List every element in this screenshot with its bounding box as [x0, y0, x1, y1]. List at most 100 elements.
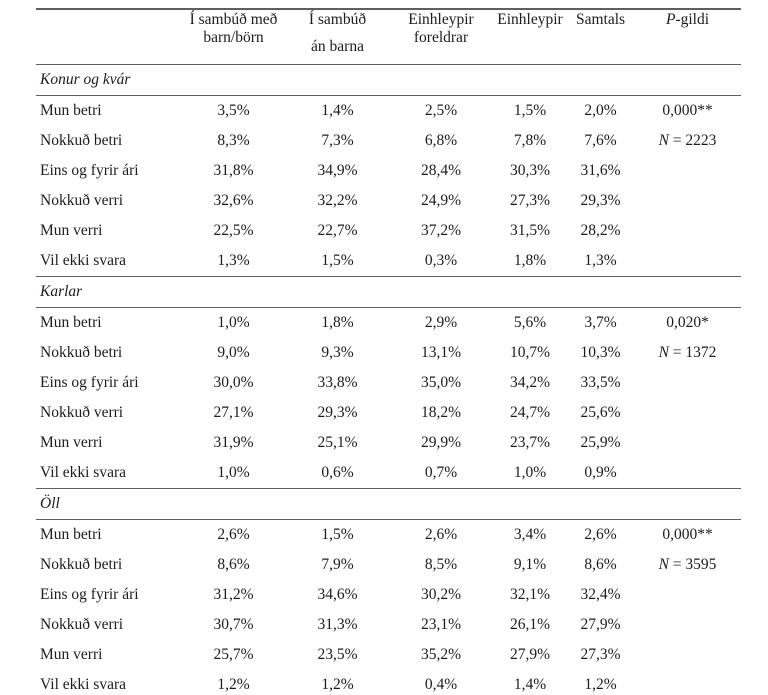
stat-cell	[634, 580, 741, 610]
stat-cell	[634, 670, 741, 695]
value-cell: 27,3%	[580, 646, 621, 663]
value-cell: 32,1%	[509, 586, 551, 603]
value-cell: 3,7%	[584, 314, 617, 331]
value-cell: 34,9%	[317, 162, 358, 179]
table-body: Konur og kvár Mun betri 3,5% 1,4% 2,5% 1,5% 2,…	[36, 64, 741, 695]
header-line1: P-gildi	[665, 11, 710, 28]
value-cell: 1,8%	[321, 314, 354, 331]
value-cell: 1,5%	[513, 102, 547, 119]
value-cell: 33,8%	[317, 374, 358, 391]
section-title-row-2: Öll	[36, 488, 741, 520]
value-cell: 1,2%	[584, 676, 617, 693]
header-line1	[36, 10, 181, 29]
value-cell: 7,3%	[321, 132, 354, 149]
value-cell: 24,9%	[420, 192, 462, 209]
value-cell: 8,5%	[424, 556, 458, 573]
stat-cell	[634, 246, 741, 277]
value-cell: 23,5%	[317, 646, 358, 663]
value-cell: 0,9%	[584, 464, 617, 481]
value-cell: 1,5%	[321, 526, 354, 543]
value-cell: 1,8%	[513, 252, 547, 269]
header-line1: Samtals	[575, 11, 626, 28]
stat-cell: N = 1372	[658, 344, 717, 361]
stat-cell	[634, 186, 741, 216]
value-cell: 31,2%	[213, 586, 254, 603]
row-label: Vil ekki svara	[40, 464, 127, 481]
value-cell: 1,0%	[217, 464, 250, 481]
value-cell: 1,2%	[217, 676, 250, 693]
value-cell: 8,3%	[217, 132, 250, 149]
header-cell-sambud-med-born: Í sambúð með barn/börn	[181, 9, 286, 65]
row-label: Mun betri	[40, 314, 102, 331]
section-title-row-0: Konur og kvár	[36, 64, 741, 96]
row-label: Nokkuð verri	[40, 616, 124, 633]
row-label: Nokkuð verri	[40, 404, 124, 421]
row-label: Eins og fyrir ári	[40, 374, 139, 391]
table-row: Vil ekki svara 1,3% 1,5% 0,3% 1,8% 1,3%	[36, 246, 741, 277]
value-cell: 23,1%	[420, 616, 462, 633]
value-cell: 8,6%	[217, 556, 250, 573]
table-row: Mun betri 1,0% 1,8% 2,9% 5,6% 3,7% 0,020*	[36, 308, 741, 339]
value-cell: 2,6%	[424, 526, 458, 543]
value-cell: 23,7%	[509, 434, 551, 451]
stat-italic-part: N	[658, 556, 669, 573]
section-title: Karlar	[36, 276, 741, 308]
table-row: Nokkuð verri 32,6% 32,2% 24,9% 27,3% 29,3%	[36, 186, 741, 216]
value-cell: 31,6%	[580, 162, 621, 179]
value-cell: 3,5%	[217, 102, 250, 119]
value-cell: 1,4%	[321, 102, 354, 119]
value-cell: 28,4%	[420, 162, 462, 179]
row-label: Mun verri	[40, 434, 103, 451]
header-cell-sambud-an-barna: Í sambúð án barna	[286, 9, 389, 65]
value-cell: 1,0%	[217, 314, 250, 331]
stat-cell	[634, 640, 741, 670]
value-cell: 5,6%	[513, 314, 547, 331]
value-cell: 25,1%	[317, 434, 358, 451]
stat-cell: 0,000**	[662, 102, 713, 119]
table-row: Mun verri 22,5% 22,7% 37,2% 31,5% 28,2%	[36, 216, 741, 246]
row-label: Eins og fyrir ári	[40, 162, 139, 179]
table-row: Nokkuð verri 27,1% 29,3% 18,2% 24,7% 25,6%	[36, 398, 741, 428]
stat-cell	[634, 216, 741, 246]
section-title: Konur og kvár	[36, 64, 741, 96]
row-label: Nokkuð betri	[40, 132, 123, 149]
value-cell: 10,7%	[509, 344, 551, 361]
header-cell-row-label	[36, 9, 181, 65]
stat-cell: 0,000**	[662, 526, 713, 543]
value-cell: 35,2%	[420, 646, 462, 663]
table-row: Nokkuð verri 30,7% 31,3% 23,1% 26,1% 27,9%	[36, 610, 741, 640]
value-cell: 32,2%	[317, 192, 358, 209]
value-cell: 9,3%	[321, 344, 354, 361]
value-cell: 8,6%	[584, 556, 617, 573]
value-cell: 28,2%	[580, 222, 621, 239]
value-cell: 1,4%	[513, 676, 547, 693]
row-label: Vil ekki svara	[40, 252, 127, 269]
value-cell: 10,3%	[580, 344, 621, 361]
value-cell: 7,9%	[321, 556, 354, 573]
value-cell: 33,5%	[580, 374, 621, 391]
value-cell: 2,6%	[217, 526, 250, 543]
value-cell: 1,5%	[321, 252, 354, 269]
stat-cell: 0,020*	[666, 314, 709, 331]
value-cell: 1,2%	[321, 676, 354, 693]
value-cell: 2,6%	[584, 526, 617, 543]
value-cell: 32,6%	[213, 192, 254, 209]
table-row: Nokkuð betri 8,3% 7,3% 6,8% 7,8% 7,6% N = 2223	[36, 126, 741, 156]
row-label: Nokkuð betri	[40, 344, 123, 361]
table-row: Mun verri 25,7% 23,5% 35,2% 27,9% 27,3%	[36, 640, 741, 670]
row-label: Mun verri	[40, 646, 103, 663]
header-line2: barn/börn	[203, 29, 264, 46]
section-title-row-1: Karlar	[36, 276, 741, 308]
value-cell: 29,9%	[420, 434, 462, 451]
value-cell: 9,1%	[513, 556, 547, 573]
stat-cell	[634, 610, 741, 640]
value-cell: 0,7%	[424, 464, 458, 481]
row-label: Vil ekki svara	[40, 676, 127, 693]
value-cell: 35,0%	[420, 374, 462, 391]
value-cell: 18,2%	[420, 404, 462, 421]
value-cell: 25,7%	[213, 646, 254, 663]
value-cell: 27,9%	[580, 616, 621, 633]
table-row: Eins og fyrir ári 31,8% 34,9% 28,4% 30,3% 31,…	[36, 156, 741, 186]
header-line2: foreldrar	[413, 29, 469, 46]
table-row: Vil ekki svara 1,0% 0,6% 0,7% 1,0% 0,9%	[36, 458, 741, 489]
